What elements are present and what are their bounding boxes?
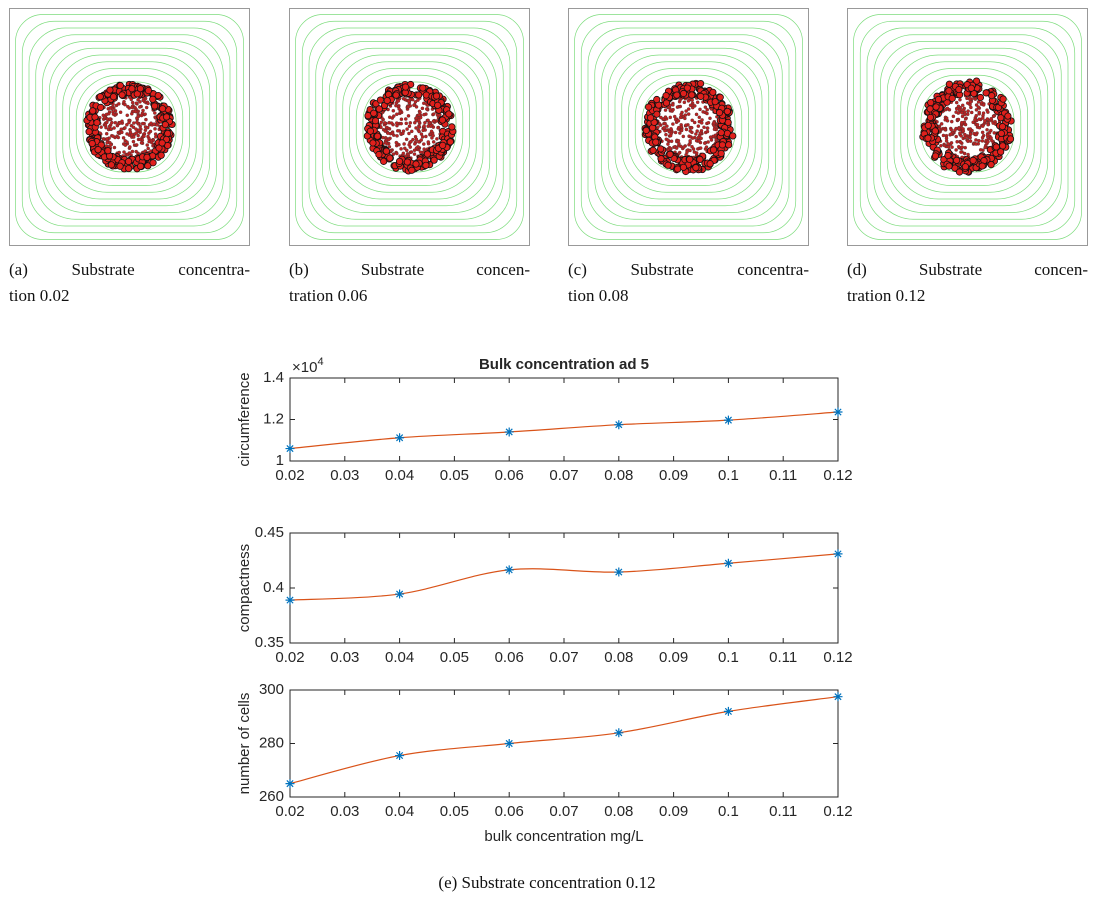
x-tick-label: 0.08 bbox=[604, 803, 633, 820]
page: (a) Substrate concentra- tion 0.02 (b) S… bbox=[0, 0, 1094, 907]
x-tick-label: 0.1 bbox=[718, 467, 739, 484]
chart: 0.020.030.040.050.060.070.080.090.10.110… bbox=[0, 0, 1094, 860]
data-marker bbox=[286, 779, 295, 788]
y-tick-label: 0.4 bbox=[263, 579, 284, 596]
x-tick-label: 0.05 bbox=[440, 467, 469, 484]
y-tick-label: 280 bbox=[259, 734, 284, 751]
data-marker bbox=[614, 728, 623, 737]
chart-title: Bulk concentration ad 5 bbox=[479, 356, 649, 373]
caption-text: Substrate concentration 0.12 bbox=[462, 873, 656, 892]
data-marker bbox=[395, 751, 404, 760]
y-tick-label: 0.35 bbox=[255, 634, 284, 651]
y-tick-label: 0.45 bbox=[255, 524, 284, 541]
multiplier-base: ×10 bbox=[292, 359, 317, 376]
x-tick-label: 0.04 bbox=[385, 649, 414, 666]
y-tick-label: 1.4 bbox=[263, 369, 284, 386]
data-marker bbox=[724, 707, 733, 716]
x-tick-label: 0.09 bbox=[659, 803, 688, 820]
x-tick-label: 0.04 bbox=[385, 467, 414, 484]
y-tick-label: 300 bbox=[259, 681, 284, 698]
x-tick-label: 0.03 bbox=[330, 649, 359, 666]
x-tick-label: 0.02 bbox=[275, 467, 304, 484]
x-tick-label: 0.12 bbox=[823, 649, 852, 666]
series-line bbox=[290, 554, 838, 600]
x-tick-label: 0.05 bbox=[440, 803, 469, 820]
x-tick-label: 0.04 bbox=[385, 803, 414, 820]
data-marker bbox=[505, 427, 514, 436]
data-marker bbox=[286, 596, 295, 605]
x-tick-label: 0.05 bbox=[440, 649, 469, 666]
series-line bbox=[290, 412, 838, 449]
axes-box bbox=[290, 533, 838, 643]
x-tick-label: 0.09 bbox=[659, 467, 688, 484]
x-tick-label: 0.07 bbox=[549, 649, 578, 666]
x-tick-label: 0.03 bbox=[330, 467, 359, 484]
x-tick-label: 0.03 bbox=[330, 803, 359, 820]
y-tick-label: 260 bbox=[259, 788, 284, 805]
x-tick-label: 0.07 bbox=[549, 803, 578, 820]
y-tick-label: 1 bbox=[276, 452, 284, 469]
x-tick-label: 0.11 bbox=[769, 803, 797, 820]
x-tick-label: 0.06 bbox=[495, 467, 524, 484]
axes-box bbox=[290, 690, 838, 797]
x-tick-label: 0.02 bbox=[275, 803, 304, 820]
figure-caption: (e) Substrate concentration 0.12 bbox=[0, 873, 1094, 893]
caption-label: (e) bbox=[438, 873, 457, 892]
y-tick-label: 1.2 bbox=[263, 410, 284, 427]
axis-multiplier: ×104 bbox=[292, 356, 324, 376]
y-axis-label: number of cells bbox=[236, 693, 253, 795]
series-line bbox=[290, 697, 838, 784]
data-marker bbox=[724, 559, 733, 568]
data-marker bbox=[834, 692, 843, 701]
x-tick-label: 0.08 bbox=[604, 467, 633, 484]
data-marker bbox=[614, 420, 623, 429]
data-marker bbox=[834, 408, 843, 417]
multiplier-exponent: 4 bbox=[317, 356, 323, 368]
x-tick-label: 0.08 bbox=[604, 649, 633, 666]
x-tick-label: 0.09 bbox=[659, 649, 688, 666]
y-axis-label: circumference bbox=[236, 372, 253, 466]
x-tick-label: 0.06 bbox=[495, 803, 524, 820]
data-marker bbox=[614, 568, 623, 577]
x-tick-label: 0.1 bbox=[718, 803, 739, 820]
x-tick-label: 0.11 bbox=[769, 649, 797, 666]
data-marker bbox=[505, 565, 514, 574]
x-tick-label: 0.06 bbox=[495, 649, 524, 666]
data-marker bbox=[286, 444, 295, 453]
data-marker bbox=[505, 739, 514, 748]
x-axis-label: bulk concentration mg/L bbox=[484, 828, 643, 845]
data-marker bbox=[395, 433, 404, 442]
x-tick-label: 0.02 bbox=[275, 649, 304, 666]
data-marker bbox=[395, 590, 404, 599]
x-tick-label: 0.11 bbox=[769, 467, 797, 484]
data-marker bbox=[834, 549, 843, 558]
x-tick-label: 0.1 bbox=[718, 649, 739, 666]
axes-box bbox=[290, 378, 838, 461]
x-tick-label: 0.07 bbox=[549, 467, 578, 484]
data-marker bbox=[724, 416, 733, 425]
y-axis-label: compactness bbox=[236, 544, 253, 632]
x-tick-label: 0.12 bbox=[823, 803, 852, 820]
x-tick-label: 0.12 bbox=[823, 467, 852, 484]
